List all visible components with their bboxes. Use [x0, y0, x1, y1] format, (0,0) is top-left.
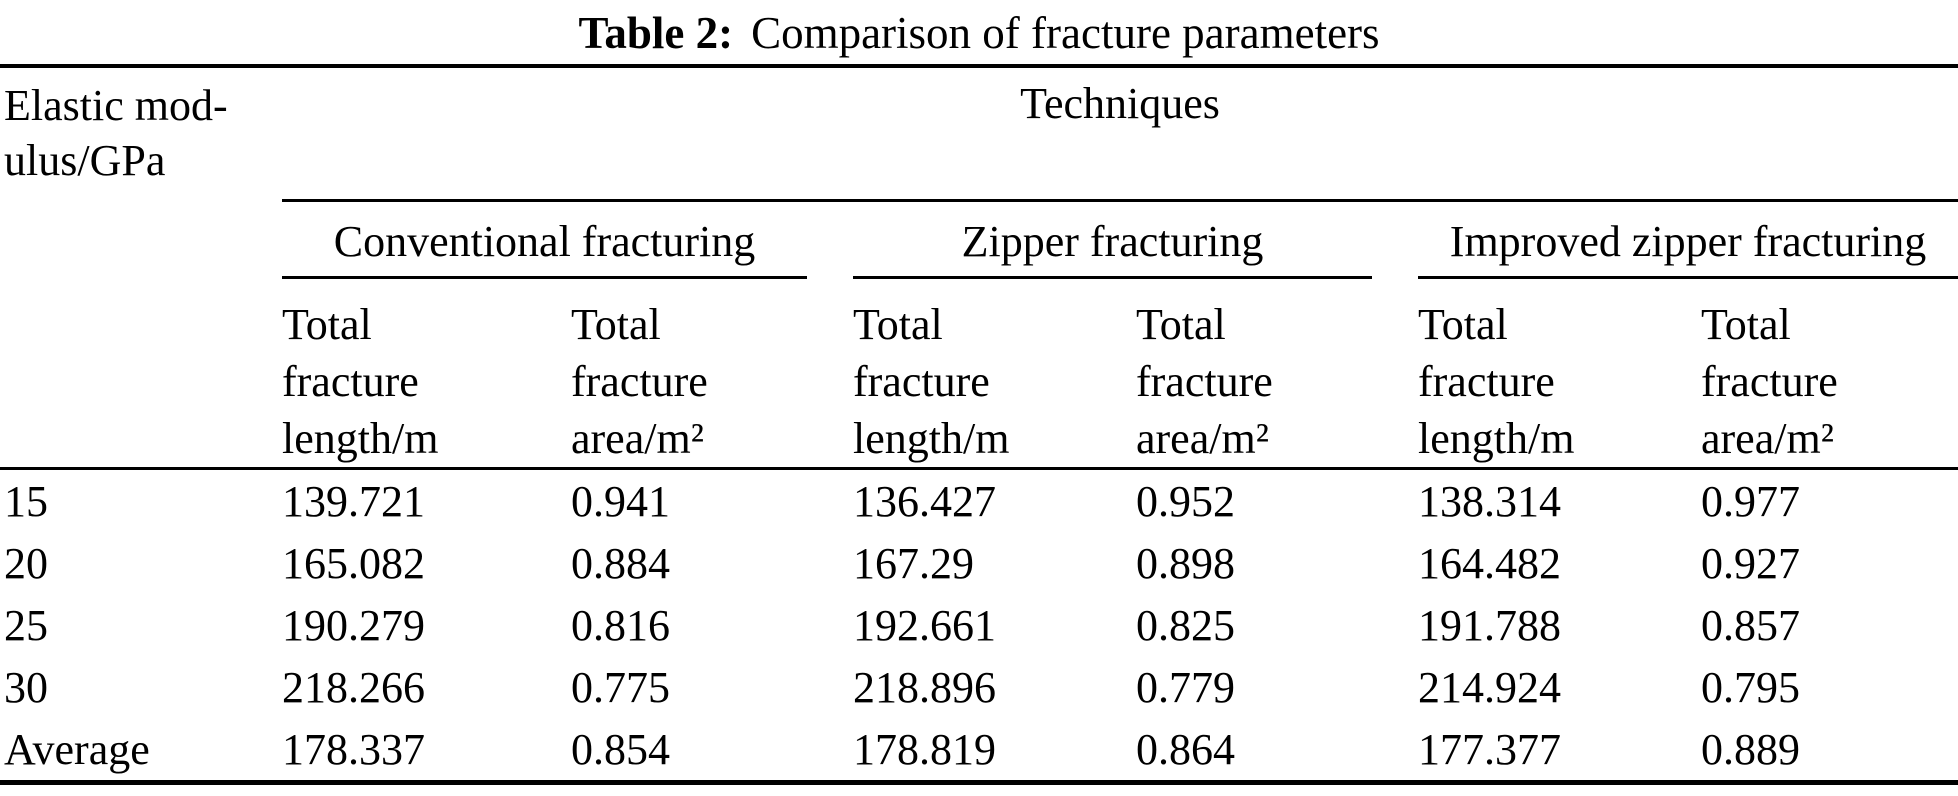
cell-improved-length: 138.314 — [1418, 467, 1701, 532]
cell-zipper-area: 0.825 — [1136, 600, 1235, 650]
subheader-zipper-area: Total fracture area/m² — [1136, 300, 1273, 463]
subheader-improved-area: Total fracture area/m² — [1701, 300, 1838, 463]
row-label: 25 — [4, 600, 48, 650]
cell-conventional-area: 0.816 — [571, 600, 670, 650]
cell-improved-length: 164.482 — [1418, 538, 1561, 588]
cell-conventional-length: 190.279 — [282, 600, 425, 650]
group-header-row: Conventional fracturing Zipper fracturin… — [0, 200, 1958, 280]
cell-improved-length: 177.377 — [1418, 724, 1561, 774]
cell-conventional-area: 0.884 — [571, 538, 670, 588]
cell-conventional-length: 165.082 — [282, 538, 425, 588]
table-caption-text: Comparison of fracture parameters — [751, 8, 1380, 58]
cell-zipper-length: 178.819 — [853, 724, 996, 774]
table-row-15: 15 139.721 0.941 136.427 0.952 138.314 0… — [0, 467, 1958, 532]
group-header-zipper-fracturing: Zipper fracturing — [853, 202, 1372, 279]
cell-conventional-length: 139.721 — [282, 467, 571, 532]
table-row-25: 25 190.279 0.816 192.661 0.825 191.788 0… — [0, 594, 1958, 656]
row-header-elastic-modulus: Elastic mod- ulus/GPa — [4, 81, 228, 185]
row-label: 20 — [4, 538, 48, 588]
subheader-row: Total fracture length/m Total fracture a… — [0, 280, 1958, 469]
table-row-20: 20 165.082 0.884 167.29 0.898 164.482 0.… — [0, 532, 1958, 594]
fracture-parameters-table: Elastic mod- ulus/GPa Techniques Convent… — [0, 64, 1958, 785]
group-header-improved-zipper-fracturing: Improved zipper fracturing — [1418, 202, 1958, 279]
subheader-conventional-area: Total fracture area/m² — [571, 300, 708, 463]
cell-improved-length: 214.924 — [1418, 662, 1561, 712]
cell-conventional-length: 178.337 — [282, 724, 425, 774]
cell-conventional-area: 0.854 — [571, 724, 670, 774]
group-header-conventional-fracturing: Conventional fracturing — [282, 202, 807, 279]
cell-zipper-length: 136.427 — [853, 467, 1136, 532]
cell-improved-area: 0.795 — [1701, 662, 1800, 712]
cell-conventional-length: 218.266 — [282, 662, 425, 712]
techniques-spanner-header: Techniques — [282, 66, 1958, 202]
cell-zipper-area: 0.864 — [1136, 724, 1235, 774]
subheader-conventional-length: Total fracture length/m — [282, 300, 439, 463]
cell-conventional-area: 0.775 — [571, 662, 670, 712]
cell-zipper-length: 192.661 — [853, 600, 996, 650]
row-label: Average — [4, 724, 150, 774]
cell-improved-area: 0.857 — [1701, 600, 1800, 650]
subheader-zipper-length: Total fracture length/m — [853, 300, 1010, 463]
cell-improved-length: 191.788 — [1418, 600, 1561, 650]
table-row-average: Average 178.337 0.854 178.819 0.864 177.… — [0, 718, 1958, 783]
cell-conventional-area: 0.941 — [571, 467, 853, 532]
row-label: 15 — [0, 467, 282, 532]
table-row-30: 30 218.266 0.775 218.896 0.779 214.924 0… — [0, 656, 1958, 718]
cell-improved-area: 0.977 — [1701, 467, 1958, 532]
cell-zipper-area: 0.779 — [1136, 662, 1235, 712]
cell-zipper-length: 167.29 — [853, 538, 974, 588]
header-row-techniques: Elastic mod- ulus/GPa Techniques — [0, 66, 1958, 202]
row-label: 30 — [4, 662, 48, 712]
cell-zipper-area: 0.898 — [1136, 538, 1235, 588]
subheader-improved-length: Total fracture length/m — [1418, 300, 1575, 463]
cell-zipper-length: 218.896 — [853, 662, 996, 712]
table-caption: Table 2: Comparison of fracture parameter… — [0, 0, 1958, 64]
cell-zipper-area: 0.952 — [1136, 467, 1418, 532]
cell-improved-area: 0.927 — [1701, 538, 1800, 588]
cell-improved-area: 0.889 — [1701, 724, 1800, 774]
table-caption-label: Table 2: — [578, 8, 734, 58]
